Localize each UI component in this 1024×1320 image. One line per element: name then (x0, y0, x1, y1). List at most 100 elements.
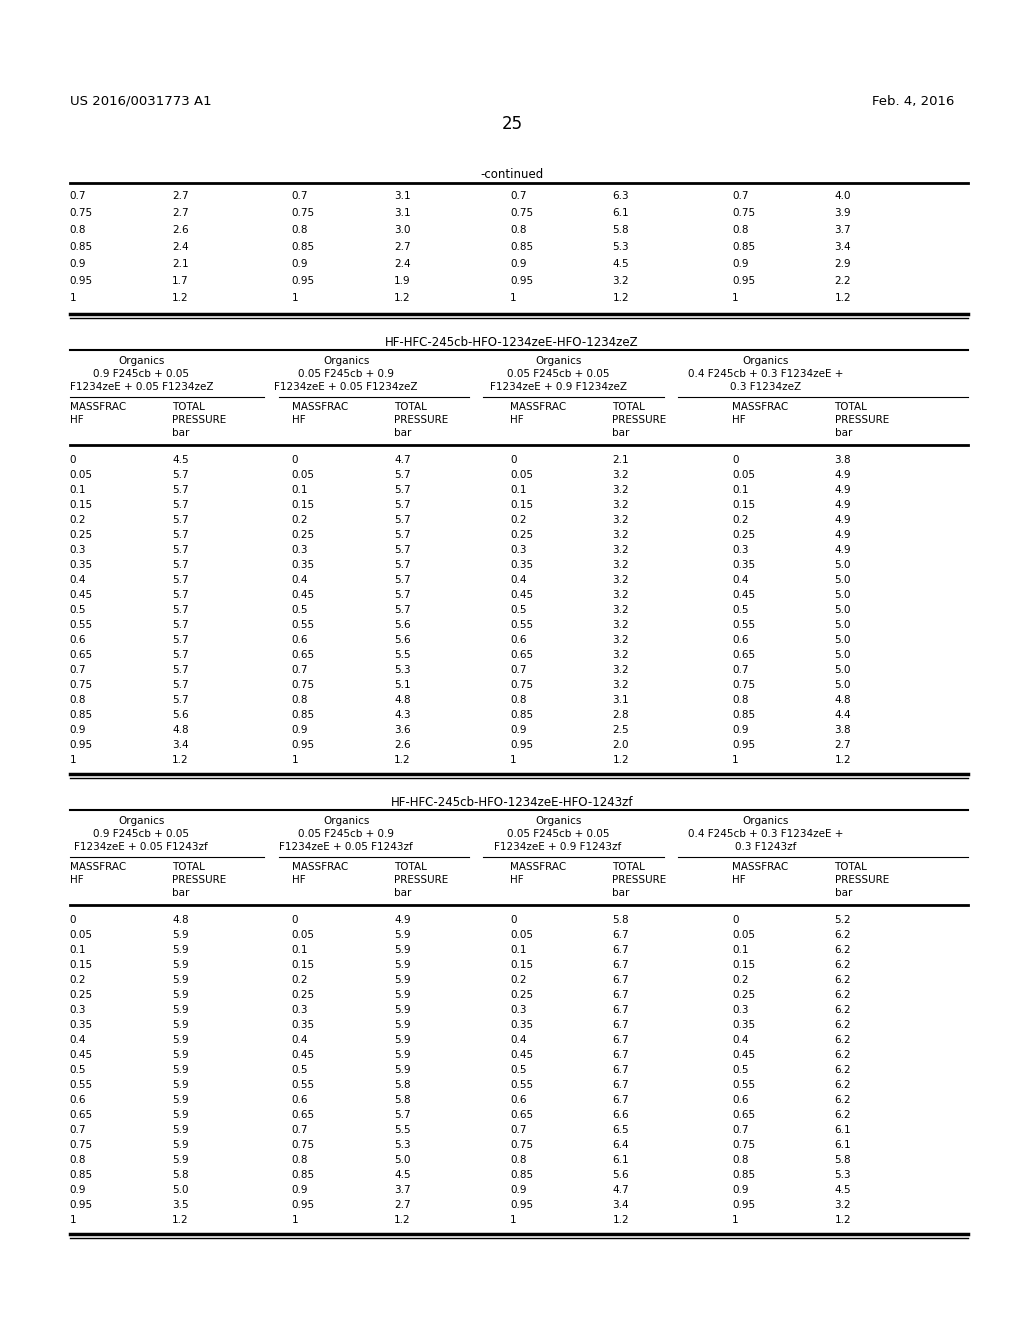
Text: 3.1: 3.1 (612, 696, 629, 705)
Text: 3.8: 3.8 (835, 455, 851, 465)
Text: 0.3: 0.3 (70, 545, 86, 554)
Text: 5.9: 5.9 (394, 931, 411, 940)
Text: 6.5: 6.5 (612, 1125, 629, 1135)
Text: 5.9: 5.9 (172, 1080, 188, 1090)
Text: 0.25: 0.25 (70, 531, 93, 540)
Text: 5.9: 5.9 (172, 945, 188, 954)
Text: 1: 1 (292, 1214, 298, 1225)
Text: 6.2: 6.2 (835, 931, 851, 940)
Text: TOTAL: TOTAL (612, 862, 645, 873)
Text: 1.2: 1.2 (835, 755, 851, 766)
Text: 5.0: 5.0 (394, 1155, 411, 1166)
Text: 2.7: 2.7 (835, 741, 851, 750)
Text: 0.2: 0.2 (510, 515, 526, 525)
Text: 5.8: 5.8 (394, 1096, 411, 1105)
Text: 5.9: 5.9 (172, 1065, 188, 1074)
Text: 0.65: 0.65 (510, 649, 534, 660)
Text: MASSFRAC: MASSFRAC (70, 403, 126, 412)
Text: 1.7: 1.7 (172, 276, 188, 286)
Text: 0.8: 0.8 (292, 224, 308, 235)
Text: 0.05: 0.05 (732, 931, 755, 940)
Text: 5.6: 5.6 (172, 710, 188, 719)
Text: 6.1: 6.1 (835, 1140, 851, 1150)
Text: TOTAL: TOTAL (172, 403, 205, 412)
Text: 0.3: 0.3 (292, 1005, 308, 1015)
Text: 1.2: 1.2 (394, 293, 411, 304)
Text: 4.8: 4.8 (394, 696, 411, 705)
Text: 0.55: 0.55 (732, 620, 756, 630)
Text: 0.8: 0.8 (510, 1155, 526, 1166)
Text: 2.7: 2.7 (172, 209, 188, 218)
Text: 0.75: 0.75 (732, 209, 756, 218)
Text: HF: HF (70, 875, 83, 884)
Text: 0.5: 0.5 (292, 1065, 308, 1074)
Text: 0.25: 0.25 (510, 531, 534, 540)
Text: Organics: Organics (323, 356, 370, 366)
Text: 3.8: 3.8 (835, 725, 851, 735)
Text: 2.6: 2.6 (172, 224, 188, 235)
Text: 0.85: 0.85 (70, 710, 93, 719)
Text: 5.8: 5.8 (612, 915, 629, 925)
Text: 0.85: 0.85 (510, 242, 534, 252)
Text: 0.9 F245cb + 0.05: 0.9 F245cb + 0.05 (93, 370, 189, 379)
Text: 2.6: 2.6 (394, 741, 411, 750)
Text: 3.2: 3.2 (612, 665, 629, 675)
Text: 1: 1 (732, 293, 738, 304)
Text: 0.05: 0.05 (510, 931, 532, 940)
Text: 5.3: 5.3 (612, 242, 629, 252)
Text: 3.4: 3.4 (835, 242, 851, 252)
Text: Organics: Organics (118, 816, 165, 826)
Text: 5.7: 5.7 (172, 696, 188, 705)
Text: 3.2: 3.2 (612, 590, 629, 601)
Text: F1234zeE + 0.9 F1234zeZ: F1234zeE + 0.9 F1234zeZ (489, 381, 627, 392)
Text: 0.35: 0.35 (510, 560, 534, 570)
Text: 3.7: 3.7 (835, 224, 851, 235)
Text: 0.4 F245cb + 0.3 F1234zeE +: 0.4 F245cb + 0.3 F1234zeE + (688, 370, 844, 379)
Text: 1.2: 1.2 (172, 1214, 188, 1225)
Text: 0.75: 0.75 (70, 680, 93, 690)
Text: 0.35: 0.35 (510, 1020, 534, 1030)
Text: 0.55: 0.55 (70, 1080, 93, 1090)
Text: 5.9: 5.9 (172, 1110, 188, 1119)
Text: 0.6: 0.6 (732, 635, 749, 645)
Text: 0.1: 0.1 (510, 945, 526, 954)
Text: 3.2: 3.2 (612, 500, 629, 510)
Text: 4.7: 4.7 (612, 1185, 629, 1195)
Text: 1: 1 (70, 293, 76, 304)
Text: 0.75: 0.75 (732, 1140, 756, 1150)
Text: 0.75: 0.75 (510, 1140, 534, 1150)
Text: 5.7: 5.7 (172, 484, 188, 495)
Text: 5.6: 5.6 (612, 1170, 629, 1180)
Text: 3.1: 3.1 (394, 209, 411, 218)
Text: 3.2: 3.2 (612, 635, 629, 645)
Text: 4.8: 4.8 (835, 696, 851, 705)
Text: 0.1: 0.1 (70, 484, 86, 495)
Text: 6.2: 6.2 (835, 1065, 851, 1074)
Text: PRESSURE: PRESSURE (172, 875, 226, 884)
Text: Organics: Organics (323, 816, 370, 826)
Text: 1.2: 1.2 (612, 1214, 629, 1225)
Text: PRESSURE: PRESSURE (612, 875, 667, 884)
Text: 5.0: 5.0 (835, 605, 851, 615)
Text: 4.9: 4.9 (835, 545, 851, 554)
Text: 1: 1 (732, 755, 738, 766)
Text: 0.75: 0.75 (70, 1140, 93, 1150)
Text: 0.3: 0.3 (70, 1005, 86, 1015)
Text: 0.65: 0.65 (732, 1110, 756, 1119)
Text: 2.7: 2.7 (394, 242, 411, 252)
Text: 0.7: 0.7 (732, 1125, 749, 1135)
Text: 5.3: 5.3 (394, 1140, 411, 1150)
Text: 5.0: 5.0 (835, 576, 851, 585)
Text: HF-HFC-245cb-HFO-1234zeE-HFO-1234zeZ: HF-HFC-245cb-HFO-1234zeE-HFO-1234zeZ (385, 337, 639, 348)
Text: 3.2: 3.2 (612, 484, 629, 495)
Text: 0.9: 0.9 (732, 725, 749, 735)
Text: 0.95: 0.95 (732, 276, 756, 286)
Text: 0.65: 0.65 (732, 649, 756, 660)
Text: 0.2: 0.2 (510, 975, 526, 985)
Text: 1.2: 1.2 (612, 293, 629, 304)
Text: -continued: -continued (480, 168, 544, 181)
Text: 5.9: 5.9 (172, 975, 188, 985)
Text: 0.8: 0.8 (510, 696, 526, 705)
Text: 6.2: 6.2 (835, 945, 851, 954)
Text: 0: 0 (732, 915, 738, 925)
